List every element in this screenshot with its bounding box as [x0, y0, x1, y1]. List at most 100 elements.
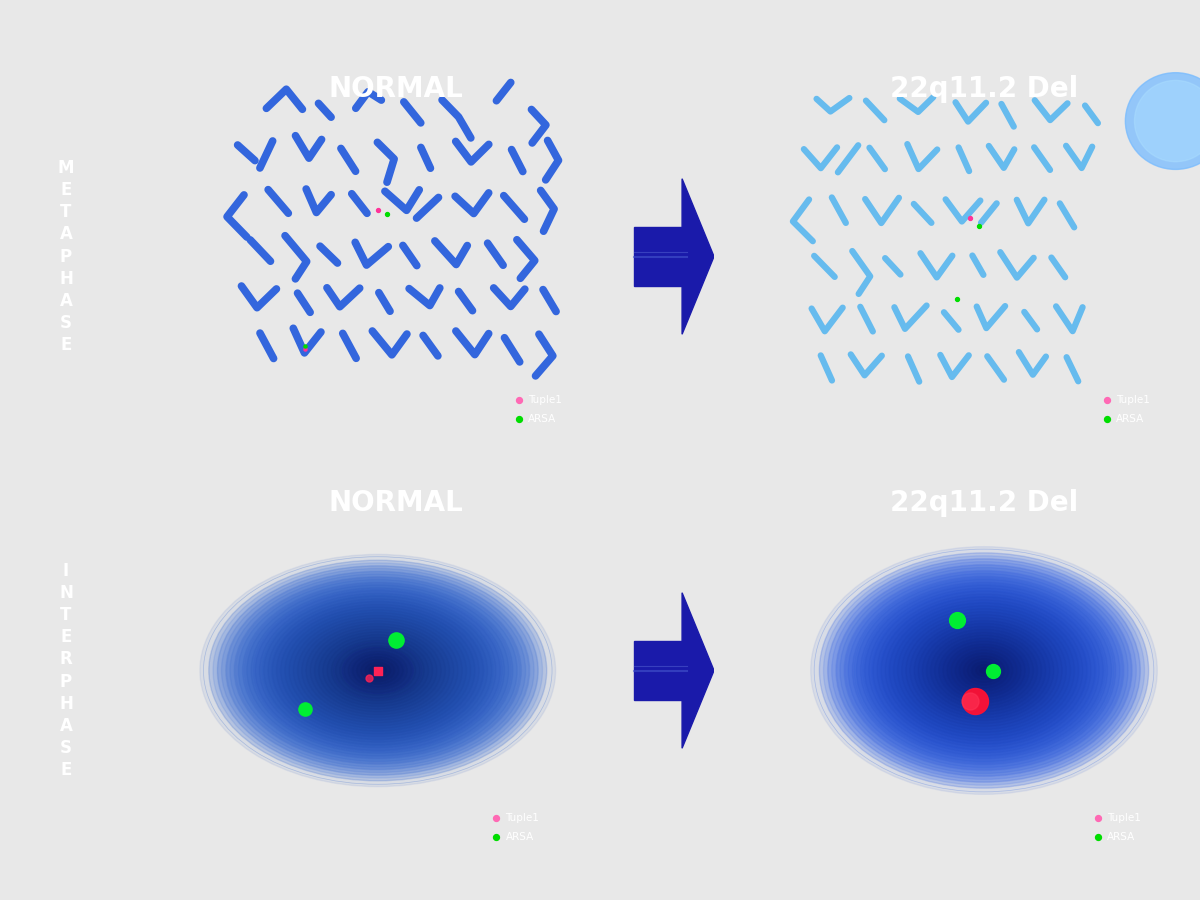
Ellipse shape [1134, 80, 1200, 162]
Point [368, 202, 388, 217]
Point [1088, 830, 1108, 844]
Ellipse shape [256, 590, 500, 751]
Text: NORMAL: NORMAL [329, 75, 463, 103]
Text: Tuple1: Tuple1 [1108, 813, 1141, 823]
Point [510, 392, 529, 407]
Ellipse shape [980, 668, 988, 673]
Ellipse shape [319, 632, 437, 709]
Ellipse shape [852, 576, 1116, 765]
Ellipse shape [289, 612, 467, 729]
Ellipse shape [262, 595, 493, 746]
Text: ARSA: ARSA [528, 414, 557, 424]
Ellipse shape [251, 588, 504, 753]
Ellipse shape [832, 562, 1136, 779]
Ellipse shape [324, 635, 431, 706]
Ellipse shape [242, 582, 512, 759]
Point [961, 694, 980, 708]
Ellipse shape [958, 652, 1010, 689]
Ellipse shape [820, 553, 1148, 788]
Ellipse shape [910, 617, 1058, 724]
Ellipse shape [289, 613, 467, 728]
Ellipse shape [930, 633, 1038, 708]
Ellipse shape [943, 641, 1025, 700]
Ellipse shape [284, 610, 470, 731]
Text: ARSA: ARSA [1108, 832, 1135, 842]
Ellipse shape [881, 597, 1087, 744]
Ellipse shape [226, 572, 530, 770]
Ellipse shape [245, 583, 511, 758]
Point [487, 810, 506, 824]
Ellipse shape [869, 588, 1099, 753]
Point [359, 671, 378, 686]
Ellipse shape [964, 656, 1004, 685]
Ellipse shape [811, 546, 1157, 795]
Point [368, 663, 388, 678]
Ellipse shape [268, 598, 487, 742]
Ellipse shape [301, 621, 454, 720]
Point [295, 702, 314, 716]
Ellipse shape [368, 665, 386, 676]
Point [295, 342, 314, 356]
Text: NORMAL: NORMAL [329, 489, 463, 517]
Ellipse shape [239, 580, 517, 761]
Ellipse shape [914, 620, 1054, 721]
Ellipse shape [844, 571, 1124, 770]
Ellipse shape [306, 624, 450, 717]
Ellipse shape [340, 645, 415, 696]
Ellipse shape [293, 616, 462, 725]
Ellipse shape [872, 591, 1096, 750]
Ellipse shape [894, 606, 1074, 735]
Ellipse shape [949, 645, 1019, 696]
Ellipse shape [871, 590, 1097, 751]
Ellipse shape [972, 662, 996, 680]
Ellipse shape [217, 566, 539, 775]
Ellipse shape [272, 601, 484, 740]
Ellipse shape [889, 603, 1079, 738]
Point [487, 830, 506, 844]
Ellipse shape [214, 563, 542, 778]
Ellipse shape [889, 602, 1079, 739]
Point [1098, 392, 1117, 407]
Ellipse shape [316, 630, 440, 711]
Ellipse shape [828, 559, 1140, 782]
Ellipse shape [923, 627, 1045, 714]
Ellipse shape [918, 624, 1050, 717]
Ellipse shape [845, 572, 1123, 770]
Ellipse shape [854, 578, 1114, 763]
Polygon shape [682, 593, 714, 748]
Ellipse shape [976, 664, 992, 677]
Ellipse shape [227, 572, 529, 770]
Ellipse shape [298, 618, 457, 723]
Ellipse shape [230, 574, 526, 767]
Ellipse shape [342, 647, 413, 694]
Ellipse shape [898, 608, 1070, 733]
Text: Tuple1: Tuple1 [1116, 395, 1150, 405]
Ellipse shape [857, 580, 1111, 761]
Ellipse shape [370, 665, 386, 676]
Ellipse shape [361, 660, 395, 681]
Ellipse shape [307, 624, 449, 717]
Ellipse shape [886, 600, 1082, 741]
Ellipse shape [828, 559, 1140, 782]
Point [510, 412, 529, 427]
Ellipse shape [235, 578, 520, 763]
Ellipse shape [941, 640, 1027, 701]
Ellipse shape [271, 601, 485, 740]
Point [295, 338, 314, 353]
Ellipse shape [264, 596, 492, 745]
Text: I
N
T
E
R
P
H
A
S
E: I N T E R P H A S E [59, 562, 73, 779]
Ellipse shape [328, 637, 428, 704]
Ellipse shape [898, 608, 1070, 733]
Ellipse shape [209, 560, 547, 781]
Ellipse shape [967, 659, 1001, 682]
Ellipse shape [352, 653, 404, 688]
Ellipse shape [1126, 73, 1200, 169]
Point [984, 663, 1003, 678]
Ellipse shape [967, 658, 1001, 683]
Ellipse shape [840, 568, 1128, 773]
Ellipse shape [234, 577, 521, 764]
Point [1088, 810, 1108, 824]
Point [377, 207, 396, 221]
Ellipse shape [348, 652, 407, 689]
Ellipse shape [334, 642, 422, 699]
